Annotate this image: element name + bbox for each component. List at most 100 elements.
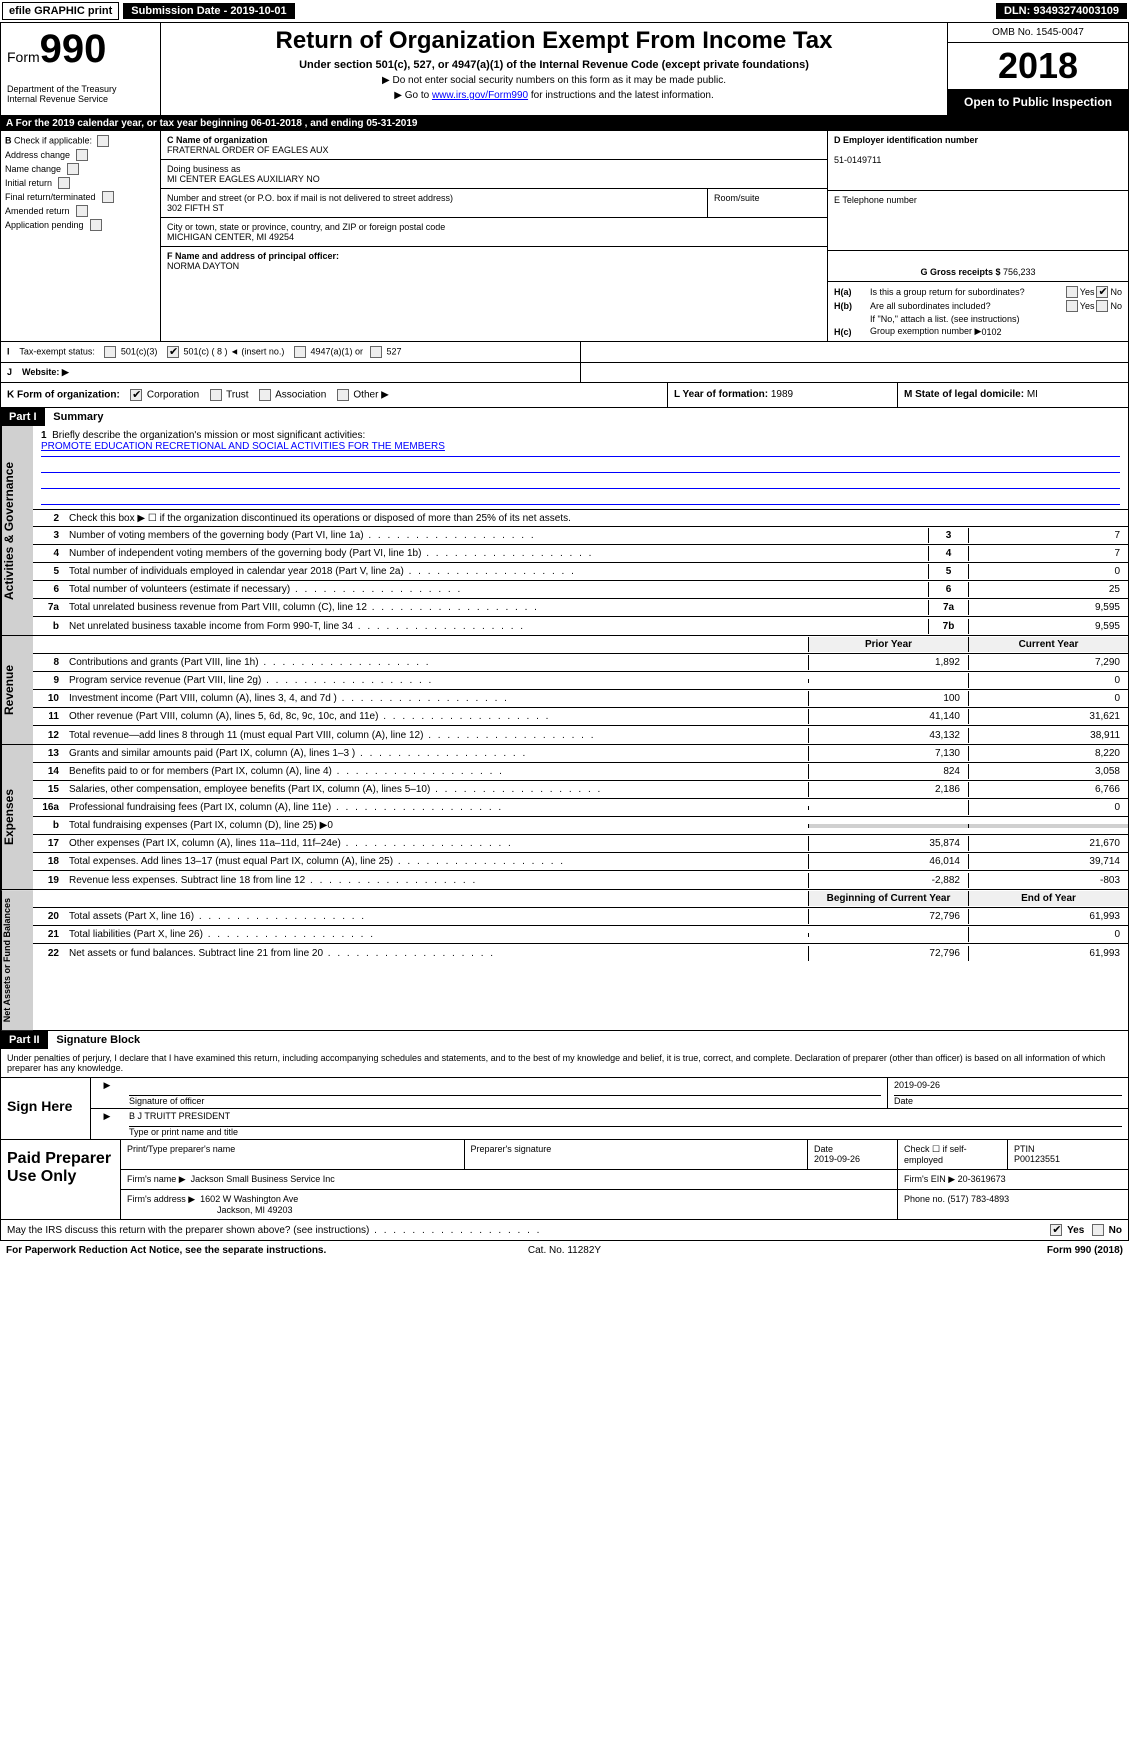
f-label: F Name and address of principal officer:: [167, 251, 339, 261]
discuss-row: May the IRS discuss this return with the…: [0, 1220, 1129, 1241]
instr2-pre: ▶ Go to: [394, 90, 432, 101]
prior-val: 43,132: [808, 728, 968, 743]
yes-label: Yes: [1080, 287, 1095, 297]
current-val: 8,220: [968, 746, 1128, 761]
current-val: 0: [968, 800, 1128, 815]
k-label: K Form of organization:: [7, 390, 120, 401]
mission-blank3: [41, 489, 1120, 505]
prior-val: 35,874: [808, 836, 968, 851]
chk-501c3[interactable]: [104, 346, 116, 358]
i-label: I: [7, 346, 10, 356]
prior-val: [808, 824, 968, 828]
line-desc: Number of independent voting members of …: [65, 546, 928, 561]
line-desc: Net assets or fund balances. Subtract li…: [65, 946, 808, 961]
check-label: Initial return: [5, 178, 52, 188]
ha-label: H(a): [834, 287, 870, 297]
name-title-label: Type or print name and title: [129, 1127, 238, 1137]
prior-val: 824: [808, 764, 968, 779]
opt-assoc: Association: [275, 390, 326, 401]
prior-val: 1,892: [808, 655, 968, 670]
chk-assoc[interactable]: [259, 389, 271, 401]
row-a-period: A For the 2019 calendar year, or tax yea…: [0, 116, 1129, 131]
irs-link[interactable]: www.irs.gov/Form990: [432, 90, 528, 101]
line-desc: Other expenses (Part IX, column (A), lin…: [65, 836, 808, 851]
arrow-icon-2: ▶: [91, 1109, 123, 1139]
line-desc: Other revenue (Part VIII, column (A), li…: [65, 709, 808, 724]
no-label: No: [1110, 287, 1122, 297]
website-label: Website: ▶: [22, 367, 69, 377]
ha-yes[interactable]: [1066, 286, 1078, 298]
check-label: Amended return: [5, 206, 70, 216]
line-desc: Total number of individuals employed in …: [65, 564, 928, 579]
line-num: 7a: [33, 600, 65, 615]
chk-4947[interactable]: [294, 346, 306, 358]
ha-no[interactable]: [1096, 286, 1108, 298]
opt-corp: Corporation: [147, 390, 199, 401]
checkbox-address-change[interactable]: [76, 149, 88, 161]
chk-trust[interactable]: [210, 389, 222, 401]
officer-printed-name: B J TRUITT PRESIDENT: [129, 1111, 1122, 1127]
current-val: 61,993: [968, 946, 1128, 961]
prior-val: [808, 933, 968, 937]
hb-yes[interactable]: [1066, 300, 1078, 312]
line-num: 6: [33, 582, 65, 597]
mission-text: PROMOTE EDUCATION RECRETIONAL AND SOCIAL…: [41, 441, 1120, 457]
cat-no: Cat. No. 11282Y: [378, 1245, 750, 1256]
chk-corp[interactable]: [130, 389, 142, 401]
instruction-1: ▶ Do not enter social security numbers o…: [165, 75, 943, 86]
current-val: [968, 824, 1128, 828]
j-label: J: [7, 367, 12, 377]
current-val: 3,058: [968, 764, 1128, 779]
current-val: -803: [968, 873, 1128, 888]
ptin-val: P00123551: [1014, 1154, 1060, 1164]
chk-501c[interactable]: [167, 346, 179, 358]
part1-header: Part I: [1, 408, 45, 426]
form-subtitle: Under section 501(c), 527, or 4947(a)(1)…: [165, 59, 943, 71]
c-label: C Name of organization: [167, 135, 268, 145]
line-box: 7b: [928, 619, 968, 634]
checkbox-name-change[interactable]: [67, 163, 79, 175]
line-desc: Number of voting members of the governin…: [65, 528, 928, 543]
row-j: J Website: ▶: [0, 363, 1129, 383]
city-label: City or town, state or province, country…: [167, 222, 445, 232]
line-num: 11: [33, 709, 65, 724]
m-label: M State of legal domicile:: [904, 389, 1027, 400]
discuss-no[interactable]: [1092, 1224, 1104, 1236]
hb-no[interactable]: [1096, 300, 1108, 312]
line-box: 4: [928, 546, 968, 561]
line-num: 3: [33, 528, 65, 543]
line-desc: Salaries, other compensation, employee b…: [65, 782, 808, 797]
dba-label: Doing business as: [167, 164, 241, 174]
checkbox-amended-return[interactable]: [76, 205, 88, 217]
line1-num: 1: [41, 430, 47, 441]
l-label: L Year of formation:: [674, 389, 771, 400]
line-val: 9,595: [968, 619, 1128, 634]
check-label: Name change: [5, 164, 61, 174]
line-val: 25: [968, 582, 1128, 597]
d-label: D Employer identification number: [834, 135, 978, 145]
checkbox-final-return-terminated[interactable]: [102, 191, 114, 203]
checkbox[interactable]: [97, 135, 109, 147]
line1-desc: Briefly describe the organization's miss…: [52, 430, 365, 441]
tax-status-label: Tax-exempt status:: [19, 346, 95, 356]
hb-label: H(b): [834, 301, 870, 311]
instr2-post: for instructions and the latest informat…: [528, 90, 714, 101]
firm-ein-label: Firm's EIN ▶: [904, 1174, 958, 1184]
chk-other[interactable]: [337, 389, 349, 401]
checkbox-application-pending[interactable]: [90, 219, 102, 231]
line-num: 5: [33, 564, 65, 579]
chk-527[interactable]: [370, 346, 382, 358]
current-val: 39,714: [968, 854, 1128, 869]
current-val: 7,290: [968, 655, 1128, 670]
line-num: 8: [33, 655, 65, 670]
form-title: Return of Organization Exempt From Incom…: [165, 27, 943, 55]
current-val: 31,621: [968, 709, 1128, 724]
line-num: 9: [33, 673, 65, 688]
check-label: Final return/terminated: [5, 192, 96, 202]
checkbox-initial-return[interactable]: [58, 177, 70, 189]
line-desc: Benefits paid to or for members (Part IX…: [65, 764, 808, 779]
line-box: 3: [928, 528, 968, 543]
yes-label-3: Yes: [1067, 1225, 1084, 1236]
discuss-yes[interactable]: [1050, 1224, 1062, 1236]
room-suite-label: Room/suite: [707, 189, 827, 217]
